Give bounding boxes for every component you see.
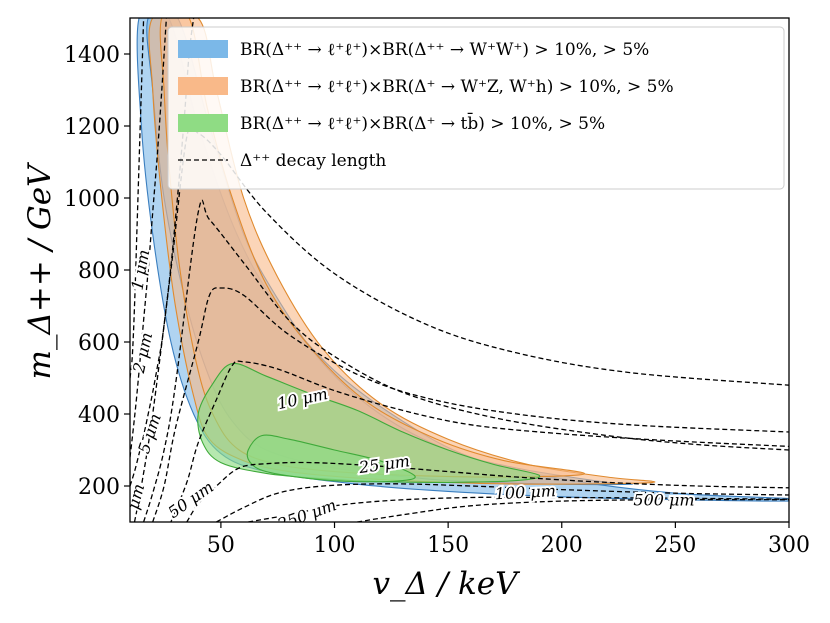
- y-axis-title: m_Δ++ / GeV: [22, 161, 58, 379]
- x-tick-label: 250: [654, 533, 696, 558]
- legend-swatch: [178, 77, 228, 95]
- legend-entry-label: BR(Δ⁺⁺ → ℓ⁺ℓ⁺)×BR(Δ⁺⁺ → W⁺W⁺) > 10%, > 5…: [240, 40, 649, 60]
- contour-label-1-m: 1 μm: [127, 248, 153, 292]
- contour-label-50-m: 50 μm: [164, 477, 217, 522]
- x-axis-title: v_Δ / keV: [372, 566, 521, 602]
- y-tick-label: 400: [78, 403, 120, 428]
- legend: BR(Δ⁺⁺ → ℓ⁺ℓ⁺)×BR(Δ⁺⁺ → W⁺W⁺) > 10%, > 5…: [167, 26, 785, 190]
- decay-contour-500-m: [357, 498, 789, 522]
- y-axis-ticks: 200 400 600 800 1000 1200 1400: [64, 43, 130, 500]
- y-tick-label: 200: [78, 475, 120, 500]
- y-tick-label: 1000: [64, 187, 120, 212]
- contour-label-250-m: 250 μm: [274, 495, 339, 534]
- contour-label-5-m: 5 μm: [134, 411, 165, 456]
- x-axis-ticks: 50 100 150 200 250 300: [207, 522, 810, 558]
- y-tick-label: 600: [78, 331, 120, 356]
- decay-contour-100-m: [216, 483, 789, 522]
- decay-contour-1-m: [130, 18, 145, 379]
- decay-contour-50-m: [186, 461, 789, 522]
- legend-swatch: [178, 40, 228, 58]
- legend-swatch: [178, 114, 228, 132]
- decay-contour-2-m: [130, 18, 168, 458]
- x-tick-label: 200: [541, 533, 583, 558]
- contour-label-100-m: 100 μm: [494, 481, 556, 503]
- x-tick-label: 50: [207, 533, 235, 558]
- decay-contour-10-m: [142, 199, 789, 522]
- legend-box: [167, 26, 785, 190]
- decay-contour-5-m: [130, 18, 195, 487]
- y-tick-label: 1200: [64, 115, 120, 140]
- y-tick-label: 800: [78, 259, 120, 284]
- legend-entry-label: BR(Δ⁺⁺ → ℓ⁺ℓ⁺)×BR(Δ⁺ → tb̄) > 10%, > 5%: [240, 111, 605, 134]
- x-tick-label: 150: [427, 533, 469, 558]
- decay-contour-unlabeled-5: [152, 287, 789, 522]
- decay-contour-250-m: [248, 496, 789, 522]
- y-tick-label: 1400: [64, 43, 120, 68]
- br-regions: [136, 18, 789, 502]
- x-tick-label: 100: [314, 533, 356, 558]
- x-tick-label: 300: [768, 533, 810, 558]
- contour-label-500-m: 500 μm: [633, 490, 694, 509]
- region-tb-10: [246, 434, 416, 483]
- legend-entry-label: BR(Δ⁺⁺ → ℓ⁺ℓ⁺)×BR(Δ⁺ → W⁺Z, W⁺h) > 10%, …: [240, 77, 674, 97]
- legend-entry-label: Δ⁺⁺ decay length: [240, 151, 386, 171]
- decay-contour-25-m: [170, 360, 789, 522]
